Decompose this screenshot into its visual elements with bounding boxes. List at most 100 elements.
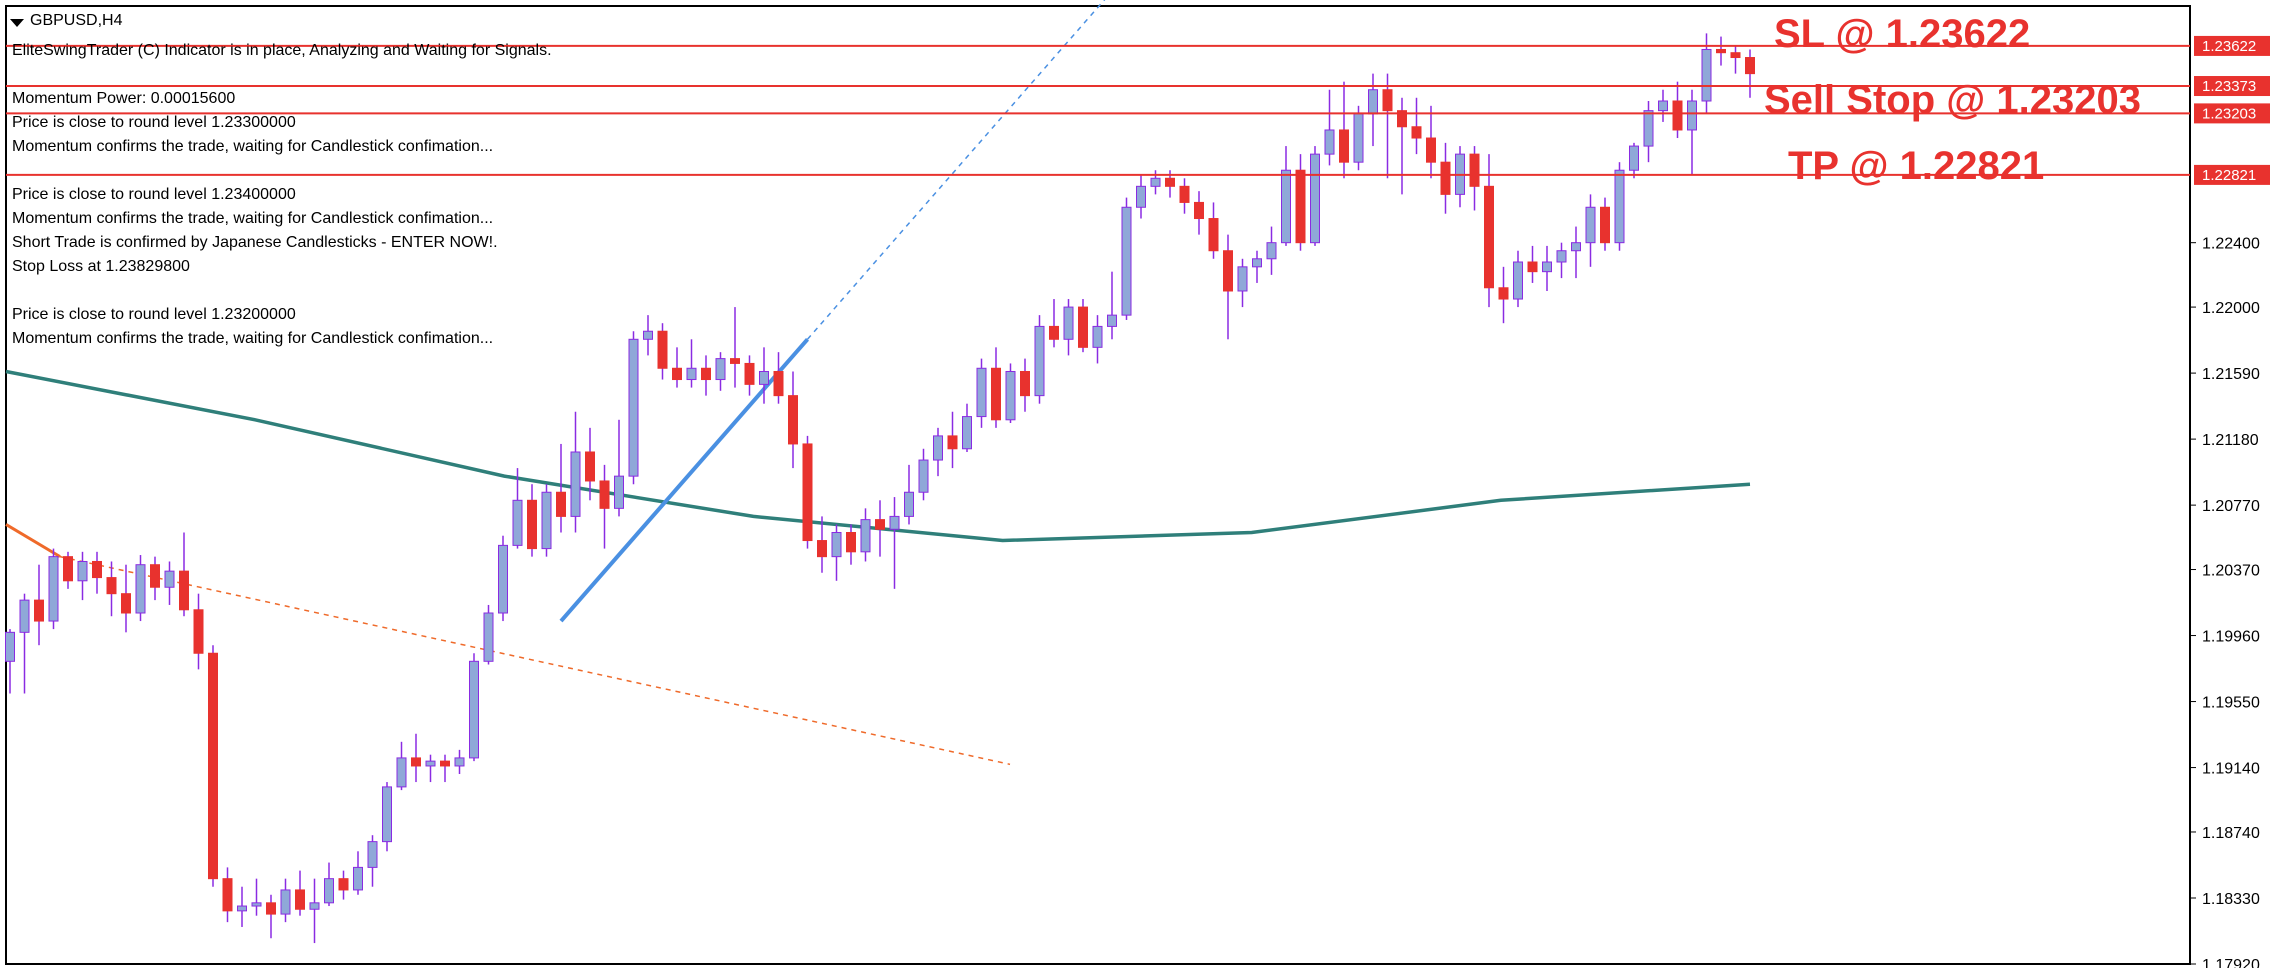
bullish-candle [715,358,726,381]
bearish-candle [1469,153,1480,187]
bearish-candle [1716,48,1726,54]
price-tag-label: 1.23373 [2202,78,2256,95]
bullish-candle [1571,242,1581,252]
y-tick-label: 1.18740 [2202,825,2260,842]
bearish-candle [1208,218,1219,252]
bearish-candle [527,499,537,550]
bullish-candle [382,786,392,843]
bearish-candle [657,330,668,369]
bearish-candle [556,491,566,517]
symbol-title: GBPUSD,H4 [30,12,123,29]
bearish-candle [991,367,1001,421]
bullish-candle [643,330,653,340]
bullish-candle [1107,314,1117,327]
bullish-candle [251,902,262,907]
bearish-candle [1498,287,1509,300]
price-tag [2194,35,2270,56]
bearish-candle [1165,177,1175,187]
bullish-candle [1034,325,1045,397]
price-tag [2194,76,2270,97]
bearish-candle [266,902,276,915]
bearish-candle [1194,201,1204,220]
y-tick-label: 1.22400 [2202,236,2260,253]
indicator-message: Price is close to round level 1.23400000 [12,186,296,203]
bearish-candle [121,593,131,614]
bullish-candle [1150,177,1161,187]
bullish-candle [1237,266,1248,292]
bullish-candle [77,560,88,582]
bullish-candle [1092,325,1103,348]
bearish-candle [1049,325,1059,340]
bearish-candle [730,358,740,364]
y-tick-label: 1.19960 [2202,629,2260,646]
bearish-candle [338,878,349,891]
plot-area-frame [5,5,2191,965]
bullish-candle [1585,206,1596,244]
bearish-candle [1484,185,1494,289]
downtrend-extension-line [59,555,1011,766]
y-tick-label: 1.18330 [2202,891,2260,908]
bearish-candle [1295,169,1306,244]
bearish-candle [1339,129,1349,163]
uptrend-extension-line [806,0,1106,340]
bullish-candle [512,499,523,546]
bullish-candle [237,905,247,912]
bearish-candle [585,451,595,482]
bearish-candle [222,878,233,912]
bullish-candle [570,451,581,517]
bearish-candle [411,757,421,767]
bullish-candle [1542,261,1552,273]
bullish-candle [1121,206,1132,316]
indicator-message: Momentum Power: 0.00015600 [12,90,236,107]
bearish-candle [788,395,798,445]
y-tick-label: 1.19550 [2202,695,2260,712]
bullish-candle [1005,370,1016,421]
bearish-candle [1223,250,1233,292]
y-tick-label: 1.20370 [2202,563,2260,580]
bearish-candle [1382,89,1393,112]
bullish-candle [469,660,479,759]
bearish-candle [208,652,218,880]
indicator-message: Momentum confirms the trade, waiting for… [12,210,494,227]
bearish-candle [875,519,885,530]
bullish-candle [904,491,914,517]
bearish-candle [193,609,204,654]
bearish-candle [802,443,813,542]
bullish-candle [48,556,59,622]
bullish-candle [396,757,407,788]
bullish-candle [1368,89,1378,115]
bearish-candle [1527,261,1538,273]
bearish-candle [672,367,682,381]
indicator-message: Momentum confirms the trade, waiting for… [12,138,494,155]
indicator-message: Momentum confirms the trade, waiting for… [12,330,494,347]
bearish-candle [744,362,755,385]
bullish-candle [324,878,334,904]
y-tick-label: 1.17920 [2202,957,2260,968]
bullish-candle [5,631,15,662]
indicator-message: EliteSwingTrader (C) Indicator is in pla… [12,42,552,59]
bearish-candle [106,577,117,595]
bearish-candle [701,367,711,381]
y-tick-label: 1.20770 [2202,498,2260,515]
y-tick-label: 1.21180 [2202,432,2259,449]
bearish-candle [1730,52,1741,59]
bearish-candle [63,556,73,582]
indicator-message: Price is close to round level 1.23300000 [12,114,296,131]
bearish-candle [92,560,102,579]
bearish-candle [773,370,784,397]
bullish-candle [135,564,146,614]
bearish-candle [846,531,856,553]
bearish-candle [817,540,827,558]
bullish-candle [1629,145,1639,171]
bullish-candle [933,435,943,461]
bearish-candle [1179,185,1190,203]
bullish-candle [889,515,900,530]
bearish-candle [1600,206,1610,244]
bullish-candle [425,760,436,767]
indicator-message: Price is close to round level 1.23200000 [12,306,296,323]
bearish-candle [1440,161,1451,195]
chevron-down-icon[interactable] [10,19,24,27]
bullish-candle [1324,129,1335,155]
